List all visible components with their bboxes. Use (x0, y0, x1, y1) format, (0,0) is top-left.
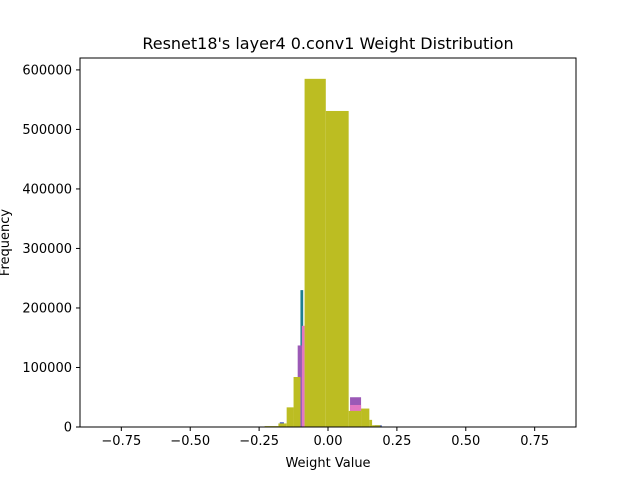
histogram-bar-s4-b5 (325, 110, 349, 427)
histogram-bar-s3-b0 (301, 325, 305, 427)
x-tick-label: −0.75 (101, 434, 141, 449)
chart-title: Resnet18's layer4 0.conv1 Weight Distrib… (142, 34, 513, 53)
histogram-bar-s4-b3 (293, 377, 301, 427)
x-tick-label: 0.50 (451, 434, 480, 449)
histogram-bar-s4-b7 (361, 408, 370, 427)
y-axis-label: Frequency (0, 209, 13, 276)
y-tick-label: 400000 (22, 182, 72, 197)
x-tick-label: −0.25 (239, 434, 279, 449)
x-tick-label: 0.00 (314, 434, 343, 449)
x-tick-label: 0.25 (382, 434, 411, 449)
y-tick-label: 100000 (22, 361, 72, 376)
x-axis-label: Weight Value (285, 456, 370, 471)
y-tick-label: 600000 (22, 63, 72, 78)
histogram-bar-s4-b2 (286, 407, 294, 427)
histogram-bar-s4-b8 (369, 419, 373, 427)
y-tick-label: 500000 (22, 123, 72, 138)
y-axis-ticks: 0 100000 200000 300000 400000 500000 600000 (22, 63, 80, 436)
y-tick-label: 0 (64, 421, 72, 436)
y-tick-label: 300000 (22, 242, 72, 257)
y-tick-label: 200000 (22, 301, 72, 316)
histogram-bar-s4-b4 (304, 78, 326, 428)
x-axis-ticks: −0.75 −0.50 −0.25 0.00 0.25 0.50 0.75 (101, 427, 549, 449)
histogram-bar-s4-b6 (348, 410, 362, 427)
bars-group (264, 78, 382, 428)
histogram-bar-s4-b1 (278, 423, 287, 427)
x-tick-label: 0.75 (520, 434, 549, 449)
x-tick-label: −0.50 (170, 434, 210, 449)
histogram-bar-s4-b9 (372, 425, 381, 427)
